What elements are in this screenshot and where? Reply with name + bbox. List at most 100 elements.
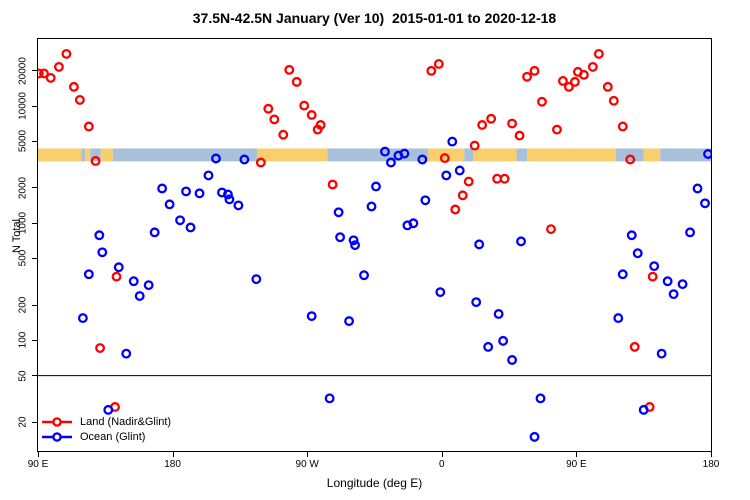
map-strip-ocean [464, 148, 474, 162]
data-point-ocean [324, 393, 335, 404]
map-strip-ocean [81, 148, 86, 162]
y-tick-mark [32, 257, 37, 259]
data-point-land [291, 76, 302, 87]
data-point-ocean [493, 309, 504, 319]
x-tick-label: 180 [164, 459, 181, 470]
x-tick-label: 90 W [295, 459, 319, 470]
chart-title: 37.5N-42.5N January (Ver 10) 2015-01-01 … [192, 10, 557, 26]
data-point-land [569, 76, 580, 87]
data-point-land [593, 48, 604, 59]
data-point-land [463, 176, 474, 187]
y-tick-mark [32, 421, 37, 423]
data-point-ocean [399, 148, 410, 159]
y-tick-label: 10000 [17, 92, 29, 120]
data-point-ocean [703, 149, 711, 159]
data-point-land [499, 173, 510, 184]
legend-row-ocean: Ocean (Glint) [40, 429, 171, 444]
data-point-ocean [632, 248, 643, 259]
map-strip-ocean [327, 148, 429, 162]
data-point-land [629, 341, 640, 352]
data-point-land [552, 124, 562, 135]
y-tick-mark [32, 70, 37, 72]
scatter-canvas [38, 48, 711, 442]
data-point-ocean [233, 200, 244, 211]
y-tick-label: 20 [17, 416, 29, 428]
data-point-land [625, 154, 636, 165]
y-tick-mark [32, 304, 37, 306]
x-tick-mark [441, 452, 443, 457]
data-point-ocean [77, 313, 88, 324]
data-point-ocean [94, 230, 105, 241]
data-point-ocean [224, 194, 235, 205]
data-point-ocean [134, 291, 145, 301]
data-point-land [68, 81, 79, 92]
data-point-ocean [613, 313, 624, 324]
data-point-land [269, 114, 280, 125]
data-point-land [486, 113, 497, 124]
data-point-land [433, 59, 444, 69]
data-point-land [426, 65, 437, 76]
data-point-ocean [638, 404, 649, 415]
x-tick-mark [38, 452, 39, 457]
data-point-land [546, 224, 556, 235]
data-point-ocean [143, 280, 154, 291]
y-tick-mark [32, 187, 37, 189]
data-point-ocean [371, 181, 381, 192]
data-point-land [74, 94, 85, 105]
x-tick-mark [172, 452, 174, 457]
data-point-land [602, 81, 613, 92]
data-point-land [327, 179, 338, 190]
data-point-land [90, 156, 101, 166]
data-point-ocean [529, 431, 540, 442]
data-point-land [477, 120, 488, 130]
data-point-ocean [359, 270, 369, 281]
map-strip-land [100, 148, 113, 162]
data-point-land [111, 271, 122, 282]
map-strip-land [527, 148, 617, 162]
data-point-ocean [408, 218, 419, 229]
map-strip-land [38, 148, 82, 162]
data-point-land [617, 121, 628, 132]
x-tick-mark [307, 452, 309, 457]
data-point-ocean [149, 227, 160, 238]
data-point-ocean [454, 165, 465, 176]
map-strip-ocean [112, 148, 258, 162]
data-point-land [45, 72, 56, 83]
data-point-land [61, 48, 72, 59]
data-point-ocean [386, 157, 396, 168]
data-point-ocean [441, 170, 452, 181]
data-point-ocean [344, 316, 355, 327]
data-point-ocean [185, 222, 196, 233]
y-tick-label: 2000 [17, 176, 29, 200]
map-strip-land [473, 148, 517, 162]
data-point-ocean [617, 269, 628, 280]
data-point-ocean [474, 239, 485, 250]
y-tick-mark [32, 222, 37, 224]
data-point-land [522, 71, 532, 82]
data-point-land [53, 61, 64, 72]
data-point-ocean [656, 348, 667, 359]
map-strip-land [85, 148, 91, 162]
data-point-ocean [507, 355, 518, 365]
data-point-land [469, 140, 480, 151]
plot-area: Land (Nadir&Glint) Ocean (Glint) [37, 38, 712, 452]
data-point-ocean [113, 262, 124, 273]
data-point-ocean [211, 153, 221, 164]
data-point-ocean [498, 335, 509, 346]
data-point-ocean [668, 289, 679, 300]
data-point-ocean [348, 235, 359, 246]
data-point-ocean [103, 404, 114, 415]
data-point-land [284, 64, 295, 75]
data-point-ocean [239, 154, 250, 165]
data-point-ocean [222, 189, 233, 200]
data-point-land [514, 130, 525, 141]
map-strip-ocean [660, 148, 711, 162]
data-point-ocean [677, 279, 688, 290]
data-point-ocean [83, 269, 94, 280]
data-point-ocean [692, 183, 703, 194]
data-point-land [529, 65, 540, 76]
data-point-land [38, 68, 44, 79]
data-point-land [299, 100, 310, 111]
ocean-marker-icon [42, 431, 72, 442]
